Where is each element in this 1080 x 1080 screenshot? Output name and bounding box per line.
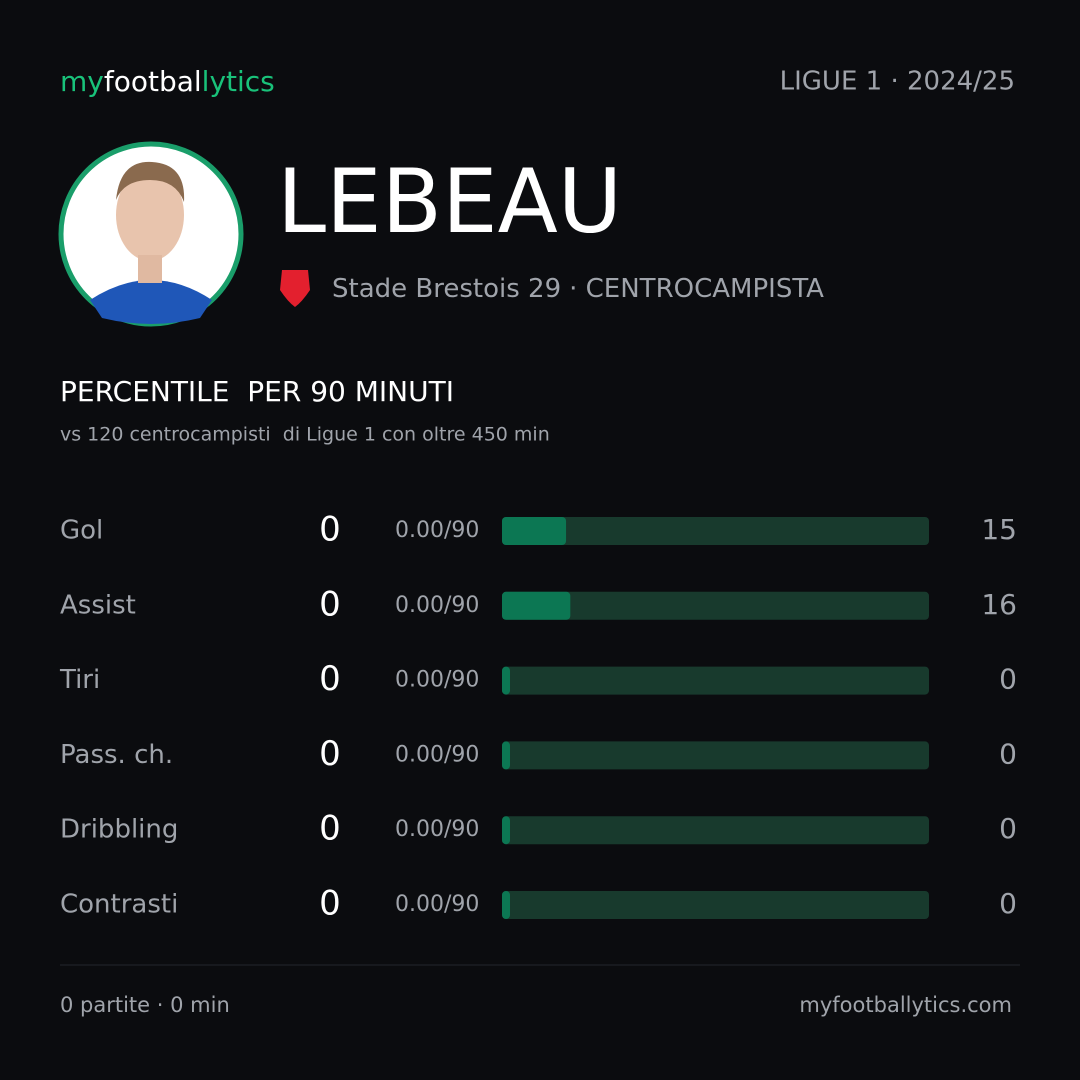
- bar: [502, 666, 510, 695]
- stat-per90: 0.00/90: [395, 593, 479, 618]
- stat-label: Gol: [60, 516, 103, 546]
- percentile-label: 0: [999, 737, 1017, 770]
- avatar-hair: [116, 161, 185, 202]
- logo-part: my: [60, 65, 104, 98]
- avatar-face: [116, 169, 184, 261]
- rows: Gol 0 0.00/90 15 Assist 0 0.00/90 16 Tiri 0 0.00/9…: [59, 510, 1017, 924]
- logo-part: lytics: [202, 65, 275, 98]
- player-name: LEBEAU: [277, 150, 622, 253]
- logo-part: footbal: [104, 65, 202, 98]
- footer-site: myfootballytics.com: [799, 993, 1012, 1017]
- percentile-label: 0: [999, 663, 1017, 696]
- bar-track: [502, 741, 929, 770]
- stat-label: Contrasti: [60, 890, 178, 920]
- bar: [502, 517, 567, 545]
- section-subtitle: vs 120 centrocampisti di Ligue 1 con olt…: [60, 424, 550, 446]
- bar: [502, 816, 510, 845]
- role: · CENTROCAMPISTA: [569, 274, 824, 304]
- stat-value: 0: [319, 884, 341, 924]
- footer-stats: 0 partite · 0 min: [60, 993, 230, 1017]
- section-title: PERCENTILE PER 90 MINUTI: [60, 375, 454, 408]
- percentile-label: 16: [981, 588, 1017, 621]
- stat-value: 0: [319, 734, 341, 774]
- stat-value: 0: [319, 510, 341, 550]
- club-crest: [280, 270, 310, 307]
- player-meta: Stade Brestois 29 · CENTROCAMPISTA: [332, 274, 824, 304]
- stat-value: 0: [319, 809, 341, 849]
- bar-track: [502, 816, 929, 845]
- stat-label: Tiri: [59, 665, 100, 695]
- logo: myfootballytics: [60, 65, 275, 98]
- percentile-label: 15: [981, 513, 1017, 546]
- avatar-neck: [138, 255, 162, 283]
- stat-value: 0: [319, 584, 341, 624]
- stat-label: Dribbling: [60, 815, 178, 845]
- stat-per90: 0.00/90: [395, 518, 479, 543]
- bar: [502, 741, 510, 770]
- stat-per90: 0.00/90: [395, 668, 479, 693]
- avatar-shirt: [90, 280, 212, 324]
- stat-per90: 0.00/90: [395, 817, 479, 842]
- club: Stade Brestois 29: [332, 274, 561, 304]
- stat-per90: 0.00/90: [395, 892, 479, 917]
- stat-label: Pass. ch.: [60, 740, 173, 770]
- bar: [502, 891, 510, 919]
- bar-track: [502, 666, 929, 695]
- league: LIGUE 1 · 2024/25: [780, 67, 1015, 97]
- stat-per90: 0.00/90: [395, 742, 479, 767]
- bar: [502, 591, 571, 620]
- bar-track: [502, 891, 929, 919]
- percentile-label: 0: [999, 887, 1017, 920]
- stat-value: 0: [319, 659, 341, 699]
- percentile-label: 0: [999, 812, 1017, 845]
- stat-label: Assist: [60, 590, 136, 620]
- bar-track: [502, 517, 929, 545]
- bar-track: [502, 591, 929, 620]
- avatar: [58, 141, 244, 327]
